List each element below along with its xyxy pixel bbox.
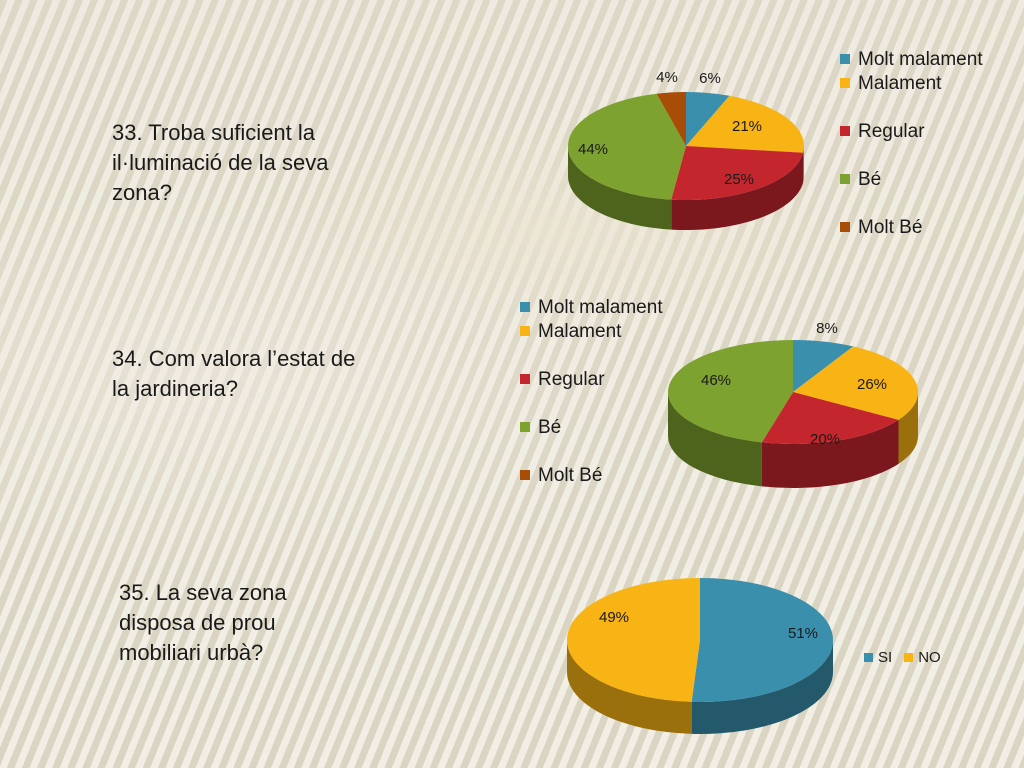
- legend-swatch: [520, 326, 530, 336]
- data-label: 8%: [816, 320, 838, 337]
- legend-item-si: SI: [864, 648, 892, 668]
- pie-slice-molt-bé: [656, 92, 686, 146]
- legend-label: Malament: [538, 321, 622, 342]
- pie-chart-0: 6% 21% 25% 44% 4%: [568, 69, 804, 230]
- data-label: 51%: [788, 625, 818, 642]
- legend-item-regular: Regular: [840, 120, 1010, 144]
- pie-slice-malament: [793, 346, 919, 420]
- legend-swatch: [904, 653, 914, 662]
- data-label: 21%: [732, 118, 762, 135]
- legend-swatch: [520, 422, 530, 432]
- legend-label: Malament: [858, 73, 942, 94]
- pie-slice-side-regular: [761, 419, 899, 488]
- legend-swatch: [520, 470, 530, 480]
- legend-swatch: [864, 653, 873, 662]
- pie-chart-1: 8% 26% 20% 46%: [668, 320, 919, 488]
- legend-item-regular: Regular: [520, 368, 680, 392]
- data-label: 26%: [857, 376, 887, 393]
- data-label: 20%: [810, 431, 840, 448]
- legend-label: Bé: [858, 169, 882, 190]
- data-label: 46%: [701, 372, 731, 389]
- pie-slice-side-si: [691, 640, 833, 735]
- pie-slice-side-regular: [671, 152, 804, 230]
- pie-slice-side-malament: [803, 146, 804, 183]
- pie-slice-side-malament: [898, 392, 918, 464]
- legend-chart-34: Molt malament Malament Regular Bé Molt B…: [520, 296, 680, 512]
- legend-label: NO: [918, 649, 941, 666]
- data-label: 25%: [724, 171, 754, 188]
- pie-chart-2: 51% 49%: [566, 578, 833, 735]
- legend-swatch: [840, 126, 850, 136]
- legend-item-no: NO: [904, 648, 941, 668]
- legend-swatch: [520, 302, 530, 312]
- pie-slice-molt-malament: [686, 92, 730, 146]
- pie-slice-side-bé: [568, 146, 672, 230]
- pie-slice-si: [691, 578, 833, 703]
- legend-label: Molt Bé: [538, 465, 603, 486]
- pie-slice-regular: [671, 146, 804, 200]
- legend-label: SI: [878, 649, 893, 666]
- legend-label: Regular: [858, 121, 925, 142]
- legend-label: Bé: [538, 417, 562, 438]
- data-label: 6%: [699, 70, 721, 87]
- legend-item-malament: Malament: [840, 72, 1010, 96]
- pie-slice-bé: [668, 340, 793, 443]
- legend-item-molt-malament: Molt malament: [840, 48, 1010, 72]
- legend-label: Molt malament: [858, 49, 983, 70]
- pie-slice-no: [566, 578, 700, 702]
- legend-swatch: [520, 374, 530, 384]
- legend-item-molt-malament: Molt malament: [520, 296, 680, 320]
- legend-item-molt-be: Molt Bé: [520, 464, 680, 488]
- legend-swatch: [840, 54, 850, 64]
- question-34-text: 34. Com valora l’estat de la jardineria?: [112, 346, 356, 401]
- question-35-text: 35. La seva zona disposa de prou mobilia…: [119, 580, 287, 665]
- pie-slice-regular: [761, 392, 899, 444]
- pie-slice-malament: [686, 95, 804, 153]
- legend-item-be: Bé: [520, 416, 680, 440]
- legend-label: Regular: [538, 369, 605, 390]
- pie-slice-side-no: [566, 640, 692, 734]
- legend-swatch: [840, 222, 850, 232]
- pie-slice-side-bé: [668, 392, 762, 487]
- data-label: 49%: [599, 609, 629, 626]
- legend-item-molt-be: Molt Bé: [840, 216, 1010, 240]
- question-33-text: 33. Troba suficient la il·luminació de l…: [112, 120, 329, 205]
- legend-item-be: Bé: [840, 168, 1010, 192]
- legend-label: Molt malament: [538, 297, 663, 318]
- pie-slice-bé: [568, 93, 686, 200]
- pie-slice-molt-malament: [793, 340, 854, 392]
- legend-chart-33: Molt malament Malament Regular Bé Molt B…: [840, 48, 1010, 264]
- legend-label: Molt Bé: [858, 217, 923, 238]
- legend-swatch: [840, 174, 850, 184]
- legend-chart-35: SI NO: [864, 648, 953, 668]
- legend-swatch: [840, 78, 850, 88]
- data-label: 44%: [578, 141, 608, 158]
- data-label: 4%: [656, 69, 678, 86]
- legend-item-malament: Malament: [520, 320, 680, 344]
